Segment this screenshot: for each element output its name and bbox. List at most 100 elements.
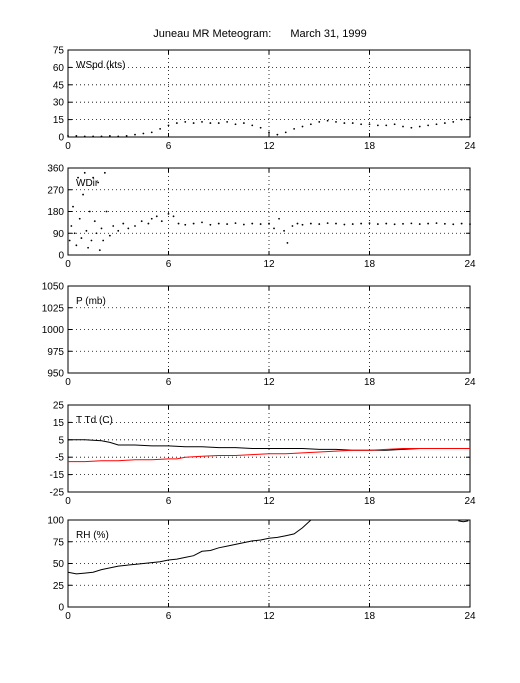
data-point — [184, 223, 187, 226]
data-point — [410, 222, 413, 225]
y-tick-label: -15 — [50, 470, 65, 481]
x-tick-label: 18 — [364, 377, 376, 388]
data-point — [155, 215, 158, 218]
y-tick-label: 1000 — [42, 325, 65, 336]
data-point — [67, 134, 69, 137]
data-point — [90, 239, 93, 242]
panel-label: RH (%) — [76, 530, 109, 541]
x-tick-label: 18 — [364, 141, 376, 152]
data-point — [93, 220, 96, 223]
x-tick-label: 0 — [65, 496, 71, 507]
data-point — [100, 227, 103, 230]
y-tick-label: 25 — [53, 401, 65, 412]
data-point — [452, 121, 455, 123]
data-point — [108, 234, 111, 237]
data-point — [318, 121, 321, 123]
data-point — [83, 135, 86, 138]
data-point — [167, 124, 170, 127]
panel-label: WSpd (kts) — [76, 60, 125, 71]
y-tick-label: 45 — [53, 80, 65, 91]
data-point — [85, 229, 88, 232]
data-point — [469, 223, 471, 225]
data-point — [234, 222, 237, 225]
y-tick-label: 15 — [53, 418, 65, 429]
data-point — [102, 239, 105, 242]
series-line-0 — [68, 439, 470, 451]
x-tick-label: 24 — [464, 377, 476, 388]
series-line-1 — [458, 520, 469, 523]
data-point — [368, 123, 371, 126]
data-point — [296, 222, 299, 225]
data-point — [402, 222, 404, 225]
data-point — [201, 221, 203, 224]
data-point — [92, 135, 95, 138]
data-point — [192, 122, 195, 124]
panel-label: T Td (C) — [76, 415, 113, 426]
data-point — [125, 134, 128, 137]
panel-0: 0 15 30 45 60 75 0 6 12 18 24 WSpd (kts) — [53, 46, 476, 153]
data-point — [368, 222, 371, 225]
data-point — [117, 135, 120, 138]
chart-title-row: Juneau MR Meteogram: March 31, 1999 — [0, 28, 520, 40]
data-point — [376, 124, 379, 127]
data-point — [385, 222, 388, 225]
y-tick-label: 75 — [53, 46, 65, 57]
data-point — [226, 121, 229, 123]
data-point — [201, 121, 203, 123]
y-tick-label: 0 — [58, 603, 64, 614]
data-point — [122, 222, 125, 225]
y-tick-label: 15 — [53, 115, 65, 126]
panel-label: WDir — [76, 178, 99, 189]
data-point — [82, 193, 84, 196]
data-point — [273, 227, 275, 230]
data-point — [343, 122, 346, 124]
data-point — [326, 222, 329, 225]
x-tick-label: 18 — [364, 611, 376, 622]
data-point — [242, 223, 245, 226]
x-tick-label: 6 — [166, 141, 172, 152]
y-tick-label: 270 — [47, 185, 64, 196]
data-point — [360, 123, 363, 126]
data-point — [318, 223, 321, 225]
panel-label: P (mb) — [76, 296, 106, 307]
x-tick-label: 6 — [166, 377, 172, 388]
data-point — [301, 125, 304, 128]
data-point — [192, 222, 195, 225]
series-line-0 — [67, 519, 312, 575]
data-point — [217, 122, 220, 124]
data-point — [95, 232, 98, 235]
x-tick-label: 24 — [464, 496, 476, 507]
data-point — [68, 239, 71, 242]
data-point — [351, 223, 354, 225]
y-tick-label: 0 — [58, 133, 64, 144]
data-point — [418, 223, 421, 225]
x-tick-label: 24 — [464, 259, 476, 270]
data-point — [283, 229, 285, 232]
data-point — [268, 131, 270, 134]
data-point — [78, 217, 81, 220]
data-point — [177, 222, 180, 225]
data-point — [142, 132, 145, 135]
data-point — [134, 133, 136, 136]
data-point — [335, 222, 337, 225]
data-point — [242, 122, 245, 124]
x-tick-label: 0 — [65, 611, 71, 622]
data-point — [167, 213, 170, 215]
data-point — [226, 223, 229, 225]
data-point — [326, 119, 329, 122]
data-point — [460, 222, 463, 225]
data-point — [284, 131, 287, 134]
data-point — [443, 222, 446, 225]
x-tick-label: 12 — [263, 141, 275, 152]
data-point — [351, 122, 354, 124]
y-tick-label: 5 — [58, 435, 64, 446]
x-tick-label: 12 — [263, 377, 275, 388]
data-point — [343, 223, 346, 226]
data-point — [87, 246, 89, 249]
data-point — [435, 123, 438, 126]
y-tick-label: 90 — [53, 229, 65, 240]
chart-title: Juneau MR Meteogram: — [153, 28, 272, 40]
data-point — [452, 223, 455, 226]
x-tick-label: 6 — [166, 496, 172, 507]
panel-2: 950 975 1000 1025 1050 0 6 12 18 24 P (mb) — [42, 282, 476, 389]
